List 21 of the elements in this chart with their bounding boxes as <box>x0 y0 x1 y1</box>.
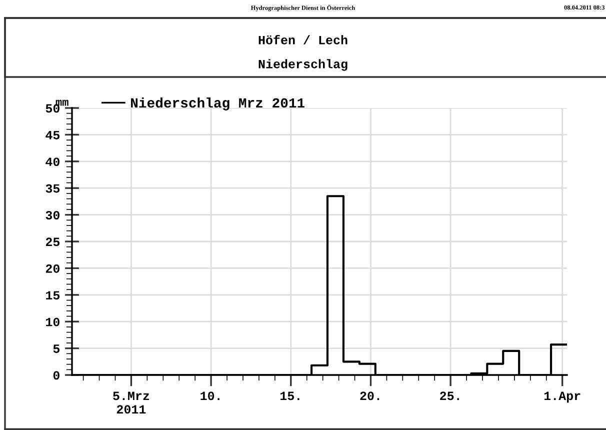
y-tick-label: 5 <box>53 344 60 353</box>
x-tick-label: 5.Mrz 2011 <box>113 392 150 414</box>
x-tick-label: 25. <box>440 392 459 400</box>
x-tick-label: 10. <box>200 392 220 400</box>
y-tick-label: 10 <box>46 318 60 326</box>
y-tick-label: 35 <box>46 184 60 193</box>
y-tick-label: 45 <box>46 130 60 140</box>
y-tick-label: 50 <box>46 104 60 113</box>
x-tick-label: 20. <box>360 392 380 400</box>
y-tick-label: 0 <box>53 371 60 380</box>
y-tick-label: 25 <box>46 238 60 246</box>
y-tick-label: 15 <box>46 291 60 300</box>
y-axis-title: mm <box>56 100 68 106</box>
y-tick-label: 30 <box>46 210 60 220</box>
chart-subtitle: Niederschlag <box>258 59 348 71</box>
chart-title: Höfen / Lech <box>258 34 348 44</box>
x-tick-label: 15. <box>280 392 300 400</box>
legend-label: Niederschlag Mrz 2011 <box>131 97 305 110</box>
y-tick-label: 40 <box>46 158 60 166</box>
x-tick-label: 1.Apr <box>544 392 580 403</box>
y-tick-label: 20 <box>46 264 60 273</box>
